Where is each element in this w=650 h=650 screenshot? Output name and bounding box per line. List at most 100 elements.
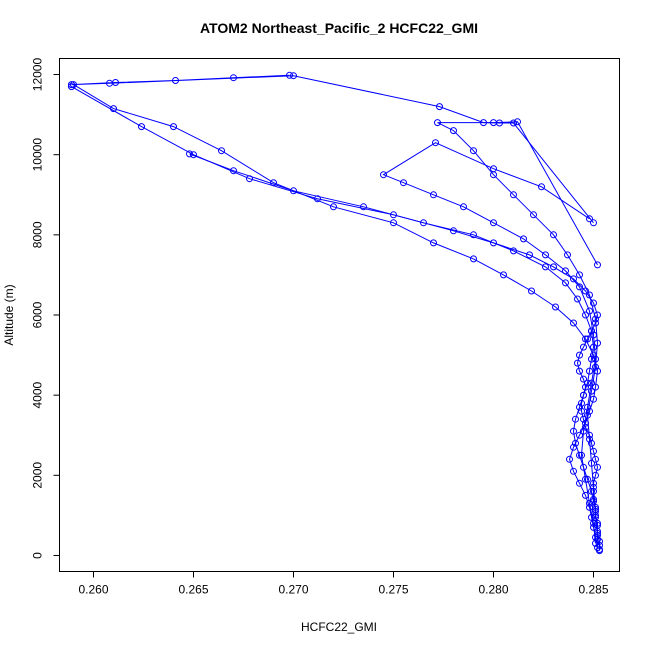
data-point <box>588 487 595 495</box>
data-point <box>588 379 595 387</box>
data-point <box>434 119 441 127</box>
series-line <box>73 84 599 548</box>
data-point <box>436 103 443 111</box>
data-point <box>564 251 571 259</box>
data-point <box>530 211 537 219</box>
x-tick-label: 0.280 <box>478 583 508 597</box>
data-point <box>576 283 583 291</box>
data-point <box>360 203 367 211</box>
data-point <box>480 119 487 127</box>
data-point <box>582 335 589 343</box>
data-point <box>580 427 587 435</box>
data-point <box>586 499 593 507</box>
series-line <box>437 121 599 536</box>
chart-title: ATOM2 Northeast_Pacific_2 HCFC22_GMI <box>200 20 478 36</box>
data-point <box>586 367 593 375</box>
data-point <box>290 72 297 80</box>
data-point <box>590 299 597 307</box>
data-point <box>380 171 387 179</box>
data-point <box>106 79 113 87</box>
data-point <box>562 279 569 287</box>
y-tick-label: 2000 <box>31 462 45 489</box>
data-point <box>510 191 517 199</box>
y-axis-label: Altitude (m) <box>2 284 16 345</box>
series-line <box>189 153 600 550</box>
data-point <box>420 219 427 227</box>
data-point <box>400 179 407 187</box>
data-point <box>584 403 591 411</box>
data-point <box>580 343 587 351</box>
data-point <box>170 123 177 131</box>
data-point <box>514 118 521 126</box>
x-tick-label: 0.270 <box>278 583 308 597</box>
data-point <box>500 271 507 279</box>
data-point <box>390 211 397 219</box>
data-point <box>566 455 573 463</box>
data-point <box>172 77 179 84</box>
data-point <box>592 315 599 323</box>
data-point <box>584 411 591 419</box>
data-point <box>68 83 75 91</box>
data-point <box>580 375 587 383</box>
data-point <box>432 139 439 147</box>
data-point <box>570 467 577 475</box>
data-point <box>576 351 583 359</box>
data-point <box>582 475 589 483</box>
data-point <box>590 497 597 505</box>
data-point <box>570 275 577 283</box>
data-point <box>470 147 477 155</box>
data-point <box>590 483 597 491</box>
y-tick-label: 6000 <box>31 301 45 328</box>
data-point <box>588 439 595 447</box>
data-point <box>592 363 599 371</box>
data-point <box>450 127 457 135</box>
data-point <box>570 427 577 435</box>
data-point <box>588 459 595 467</box>
data-point <box>330 203 337 211</box>
data-point <box>460 203 467 211</box>
data-point <box>586 291 593 299</box>
series-line <box>71 74 594 224</box>
data-point <box>490 239 497 247</box>
series-line <box>382 142 597 544</box>
x-tick-label: 0.260 <box>78 583 108 597</box>
data-point <box>596 546 603 553</box>
data-point <box>576 403 583 411</box>
x-tick-label: 0.265 <box>178 583 208 597</box>
data-point <box>586 215 593 223</box>
data-point <box>110 105 117 113</box>
data-point <box>550 231 557 239</box>
y-tick-label: 0 <box>31 552 45 559</box>
x-axis-label: HCFC22_GMI <box>301 620 377 634</box>
data-point <box>580 391 587 399</box>
data-point <box>490 171 497 179</box>
data-point <box>538 183 545 191</box>
data-point <box>138 123 145 131</box>
data-point <box>550 263 557 271</box>
data-point <box>290 187 297 195</box>
data-point <box>576 479 583 487</box>
data-point <box>576 431 583 439</box>
data-point <box>590 219 597 227</box>
data-point <box>286 71 293 79</box>
data-point <box>594 339 601 347</box>
data-point <box>576 367 583 375</box>
data-point <box>592 507 599 515</box>
data-point <box>186 150 193 158</box>
data-point <box>218 147 225 155</box>
x-tick-label: 0.285 <box>578 583 608 597</box>
data-point <box>594 521 601 529</box>
y-axis: 0 2000 4000 6000 8000 10000 12000 <box>31 58 60 559</box>
data-point <box>528 287 535 295</box>
y-tick-label: 10000 <box>31 138 45 172</box>
data-point <box>576 451 583 459</box>
data-point <box>470 255 477 263</box>
data-point <box>570 319 577 327</box>
data-point <box>590 343 597 351</box>
data-point <box>68 81 75 89</box>
x-tick-label: 0.275 <box>378 583 408 597</box>
data-point <box>588 327 595 335</box>
data-point <box>270 179 277 187</box>
data-point <box>430 239 437 247</box>
data-point <box>586 435 593 443</box>
